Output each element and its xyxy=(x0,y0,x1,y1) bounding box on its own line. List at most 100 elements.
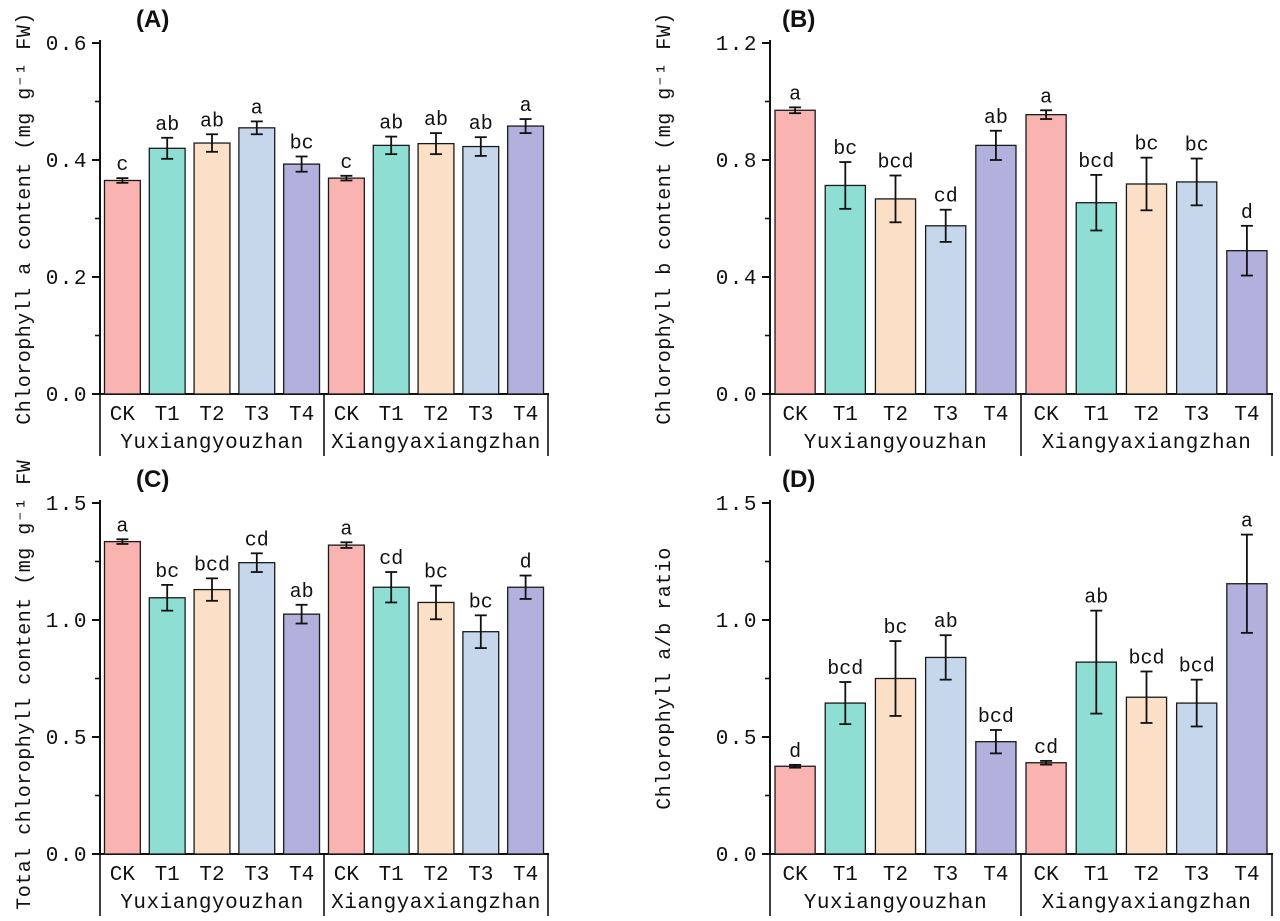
y-tick-label: 1.0 xyxy=(46,611,88,634)
bar-Xiangyaxiangzhan-CK xyxy=(327,177,365,395)
sig-letter: a xyxy=(1040,86,1052,109)
sig-letter: ab xyxy=(155,114,179,137)
x-category-label: T2 xyxy=(199,404,224,427)
sig-letter: d xyxy=(789,741,801,764)
bar-Yuxiangyouzhan-T1 xyxy=(824,184,867,395)
bar-Yuxiangyouzhan-T3 xyxy=(924,656,967,855)
bar-Yuxiangyouzhan-T4 xyxy=(975,144,1017,395)
bar-Yuxiangyouzhan-CK xyxy=(103,179,141,395)
sig-letter: a xyxy=(520,95,532,118)
x-category-label: T3 xyxy=(468,864,493,887)
x-category-label: CK xyxy=(782,864,808,887)
x-category-label: T4 xyxy=(983,864,1008,887)
x-category-label: T4 xyxy=(289,864,314,887)
bar-Yuxiangyouzhan-T4 xyxy=(975,741,1017,855)
bar-Yuxiangyouzhan-T1 xyxy=(148,597,186,855)
y-tick-label: 0.4 xyxy=(46,151,88,174)
x-category-label: T1 xyxy=(833,404,858,427)
sig-letter: bcd xyxy=(1078,151,1114,174)
panel-b-chart: 0.0 0.4 0.8 1.2 Chlorophyll b content (mg g⁻… xyxy=(654,6,1273,456)
y-tick-label: 0.2 xyxy=(46,268,88,291)
x-category-label: T1 xyxy=(155,864,180,887)
y-tick-label: 0.0 xyxy=(46,845,88,868)
bar-Xiangyaxiangzhan-T1 xyxy=(1075,202,1118,395)
panel-chlorophyll-b: 0.0 0.4 0.8 1.2 Chlorophyll b content (mg g⁻… xyxy=(640,0,1280,460)
sig-letter: ab xyxy=(290,581,314,604)
y-tick-label: 0.0 xyxy=(46,385,88,408)
y-axis-title: Chlorophyll a content (mg g⁻¹ FW) xyxy=(14,12,37,425)
sig-letter: bcd xyxy=(1179,656,1215,679)
panel-tag: (B) xyxy=(782,6,815,33)
x-category-label: CK xyxy=(1033,864,1059,887)
x-category-label: T2 xyxy=(1134,404,1159,427)
x-category-label: T1 xyxy=(1084,404,1109,427)
group-label: Yuxiangyouzhan xyxy=(120,892,303,915)
x-category-label: T3 xyxy=(1184,404,1209,427)
sig-letter: bcd xyxy=(978,706,1014,729)
group-label: Yuxiangyouzhan xyxy=(804,432,987,455)
x-category-label: T4 xyxy=(289,404,314,427)
group-label: Xiangyaxiangzhan xyxy=(331,432,541,455)
bar-Xiangyaxiangzhan-T4 xyxy=(507,586,545,855)
panel-tag: (D) xyxy=(782,466,815,493)
bar-Xiangyaxiangzhan-T2 xyxy=(417,601,455,855)
sig-letter: bc xyxy=(155,561,179,584)
x-category-label: T1 xyxy=(379,864,404,887)
bar-Yuxiangyouzhan-T1 xyxy=(148,147,186,395)
y-tick-label: 0.6 xyxy=(46,34,88,57)
x-category-label: T1 xyxy=(155,404,180,427)
y-tick-label: 0.0 xyxy=(716,385,758,408)
group-label: Xiangyaxiangzhan xyxy=(1042,432,1252,455)
bar-Xiangyaxiangzhan-T2 xyxy=(1125,183,1168,395)
sig-letter: ab xyxy=(1084,587,1108,610)
y-axis-title: Chlorophyll a/b ratio xyxy=(654,547,677,810)
sig-letter: cd xyxy=(934,186,958,209)
x-category-label: T2 xyxy=(423,864,448,887)
y-axis-title: Total chlorophyll content (mg g⁻¹ FW) xyxy=(14,460,37,910)
bar-Xiangyaxiangzhan-T2 xyxy=(417,142,455,395)
x-category-label: CK xyxy=(110,864,136,887)
y-tick-label: 0.0 xyxy=(716,845,758,868)
y-tick-label: 1.5 xyxy=(46,494,88,517)
y-tick-label: 1.5 xyxy=(716,494,758,517)
bar-Xiangyaxiangzhan-T3 xyxy=(462,145,500,395)
x-category-label: T4 xyxy=(983,404,1008,427)
y-tick-label: 0.8 xyxy=(716,151,758,174)
sig-letter: bc xyxy=(1134,134,1158,157)
panel-tag: (A) xyxy=(136,6,169,33)
bar-Xiangyaxiangzhan-T3 xyxy=(1175,702,1218,855)
sig-letter: d xyxy=(520,552,532,575)
sig-letter: a xyxy=(1241,511,1253,534)
sig-letter: bc xyxy=(833,138,857,161)
sig-letter: a xyxy=(789,83,801,106)
sig-letter: bc xyxy=(469,591,493,614)
bar-Yuxiangyouzhan-T2 xyxy=(193,142,231,395)
x-category-label: T3 xyxy=(1184,864,1209,887)
panel-total-chlorophyll: 0.0 0.5 1.0 1.5 Total chlorophyll content (m… xyxy=(0,460,640,921)
group-label: Yuxiangyouzhan xyxy=(804,892,987,915)
sig-letter: bc xyxy=(424,562,448,585)
x-category-label: T3 xyxy=(244,404,269,427)
x-category-label: T4 xyxy=(1234,864,1259,887)
bar-Yuxiangyouzhan-T3 xyxy=(238,562,276,855)
x-category-label: T2 xyxy=(883,864,908,887)
group-label: Xiangyaxiangzhan xyxy=(1042,892,1252,915)
bar-Yuxiangyouzhan-CK xyxy=(103,540,141,855)
x-category-label: T2 xyxy=(1134,864,1159,887)
y-tick-label: 1.2 xyxy=(716,34,758,57)
sig-letter: ab xyxy=(934,611,958,634)
sig-letter: ab xyxy=(424,109,448,132)
y-tick-label: 1.0 xyxy=(716,611,758,634)
x-category-label: T3 xyxy=(933,404,958,427)
x-category-label: T4 xyxy=(513,864,538,887)
bar-Xiangyaxiangzhan-T1 xyxy=(372,144,410,395)
x-category-label: CK xyxy=(110,404,136,427)
sig-letter: cd xyxy=(245,529,269,552)
panel-c-chart: 0.0 0.5 1.0 1.5 Total chlorophyll content (m… xyxy=(14,460,549,916)
sig-letter: bcd xyxy=(827,658,863,681)
sig-letter: bcd xyxy=(877,152,913,175)
panel-d-chart: 0.0 0.5 1.0 1.5 Chlorophyll a/b ratio (D) d CK b… xyxy=(654,466,1273,916)
sig-letter: c xyxy=(116,154,128,177)
bar-Xiangyaxiangzhan-CK xyxy=(1025,762,1067,855)
